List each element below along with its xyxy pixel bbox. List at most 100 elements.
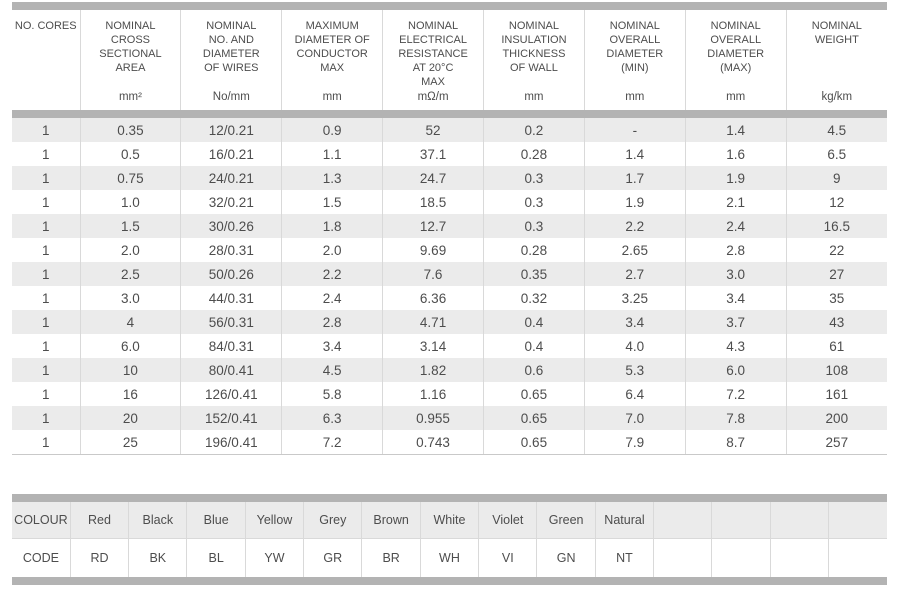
column-unit: mm — [625, 91, 645, 103]
spec-column-header: NOMINAL INSULATION THICKNESS OF WALL mm — [483, 6, 585, 118]
spec-cell: 6.0 — [684, 358, 787, 382]
spec-cell: 20 — [79, 406, 181, 430]
spec-cell: 0.955 — [382, 406, 484, 430]
spec-cell: 32/0.21 — [180, 190, 282, 214]
spec-cell: 80/0.41 — [180, 358, 282, 382]
empty-cell — [653, 498, 712, 539]
spec-cell: 1 — [41, 410, 50, 426]
spec-cell: 2.8 — [684, 238, 787, 262]
spec-cell: 1 — [41, 146, 50, 162]
column-title: NOMINAL CROSS SECTIONAL AREA — [99, 20, 162, 74]
spec-row: 1 4 56/0.31 2.8 4.71 0.4 3.4 3.7 43 — [12, 310, 887, 334]
spec-row: 1 10 80/0.41 4.5 1.82 0.6 5.3 6.0 108 — [12, 358, 887, 382]
spec-cell: 4.5 — [785, 114, 887, 142]
spec-cell: 7.8 — [684, 406, 787, 430]
colour-code-cell: YW — [244, 538, 304, 581]
spec-cell: 24/0.21 — [180, 166, 282, 190]
colour-code-cell: BR — [361, 538, 421, 581]
spec-cell: 7.0 — [583, 406, 686, 430]
spec-cell: 35 — [785, 286, 887, 310]
spec-cell: 1 — [41, 266, 50, 282]
spec-cell: 3.4 — [583, 310, 686, 334]
colour-name-cell: Yellow — [244, 498, 304, 539]
spec-cell: 0.3 — [483, 214, 585, 238]
spec-cell: 6.4 — [583, 382, 686, 406]
spec-cell: 7.6 — [382, 262, 484, 286]
spec-cell: 0.28 — [483, 238, 585, 262]
spec-cell: 28/0.31 — [180, 238, 282, 262]
colour-code-cell: WH — [419, 538, 479, 581]
spec-cell: 9 — [785, 166, 887, 190]
column-unit: mm — [524, 91, 544, 103]
spec-cell: 2.4 — [281, 286, 383, 310]
spec-cell: 1.1 — [281, 142, 383, 166]
spec-cell: 3.4 — [281, 334, 383, 358]
colour-name-cell: Grey — [303, 498, 362, 539]
spec-cell: 1 — [12, 430, 80, 455]
spec-cell: 12 — [785, 190, 887, 214]
spec-cell: 0.743 — [382, 430, 484, 455]
spec-cell: 161 — [785, 382, 887, 406]
spec-cell: 1.4 — [583, 142, 686, 166]
spec-row: 1 3.0 44/0.31 2.4 6.36 0.32 3.25 3.4 35 — [12, 286, 887, 310]
colour-table-body: COLOUR Red Black Blue Yellow Grey Brown White Vi… — [12, 498, 887, 581]
spec-column-header: NOMINAL OVERALL DIAMETER (MAX) mm — [684, 6, 787, 118]
column-unit: mm — [322, 91, 342, 103]
spec-cell: 257 — [785, 430, 887, 455]
spec-cell: 1 — [41, 170, 50, 186]
spec-cell: 200 — [785, 406, 887, 430]
spec-cell: 2.0 — [79, 238, 181, 262]
spec-cell: 16.5 — [785, 214, 887, 238]
spec-cell: 0.35 — [483, 262, 585, 286]
spec-column-header: NOMINAL OVERALL DIAMETER (MIN) mm — [583, 6, 686, 118]
spec-cell: 2.4 — [684, 214, 787, 238]
spec-cell: 9.69 — [382, 238, 484, 262]
colour-name-cell: Brown — [361, 498, 421, 539]
spec-cell: 0.6 — [483, 358, 585, 382]
colour-name-cell: Red — [69, 498, 129, 539]
spec-cell: 1 — [41, 338, 50, 354]
spec-cell: 2.5 — [79, 262, 181, 286]
spec-cell: 84/0.31 — [180, 334, 282, 358]
spec-cell: 2.2 — [281, 262, 383, 286]
spec-cell: 0.32 — [483, 286, 585, 310]
spec-cell: 1 — [41, 218, 50, 234]
spec-cell: 18.5 — [382, 190, 484, 214]
column-title: NOMINAL NO. AND DIAMETER OF WIRES — [202, 20, 260, 74]
spec-cell: 4.5 — [281, 358, 383, 382]
spec-row: 1 16 126/0.41 5.8 1.16 0.65 6.4 7.2 161 — [12, 382, 887, 406]
spec-cell: 6.36 — [382, 286, 484, 310]
spec-cell: 16/0.21 — [180, 142, 282, 166]
colour-code-cell: GN — [536, 538, 596, 581]
spec-cell: 22 — [785, 238, 887, 262]
spec-cell: 1 — [41, 314, 50, 330]
spec-row: 1 6.0 84/0.31 3.4 3.14 0.4 4.0 4.3 61 — [12, 334, 887, 358]
spec-cell: 3.0 — [79, 286, 181, 310]
spec-cell: 7.2 — [684, 382, 787, 406]
spec-cell: 6.0 — [79, 334, 181, 358]
spec-cell: 1.5 — [79, 214, 181, 238]
colour-code-cell: BL — [186, 538, 246, 581]
spec-cell: 8.7 — [684, 430, 787, 455]
spec-header-row: NO. CORES NOMINAL CROSS SECTIONAL AREA mm²… — [12, 6, 887, 118]
spec-cell: 1.0 — [79, 190, 181, 214]
spec-cell: 1 — [41, 386, 50, 402]
spec-cell: 6.3 — [281, 406, 383, 430]
spec-cell: 10 — [79, 358, 181, 382]
colour-name-cell: Natural — [594, 498, 654, 539]
spec-cell: 16 — [79, 382, 181, 406]
spec-cell: 126/0.41 — [180, 382, 282, 406]
spec-cell: 0.65 — [483, 406, 585, 430]
spec-column-header: NO. CORES — [12, 6, 80, 118]
spec-cell: 152/0.41 — [180, 406, 282, 430]
column-title: NOMINAL OVERALL DIAMETER (MIN) — [606, 20, 664, 74]
spec-cell: 0.28 — [483, 142, 585, 166]
spec-cell: 3.4 — [684, 286, 787, 310]
spec-cell: 4 — [79, 310, 181, 334]
colour-table-row: CODE RD BK BL YW GR BR WH VI GN NT — [12, 538, 887, 581]
spec-row: 1 2.5 50/0.26 2.2 7.6 0.35 2.7 3.0 27 — [12, 262, 887, 286]
spec-cell: 1.9 — [583, 190, 686, 214]
empty-cell — [653, 538, 712, 581]
spec-cell: 1 — [41, 290, 50, 306]
